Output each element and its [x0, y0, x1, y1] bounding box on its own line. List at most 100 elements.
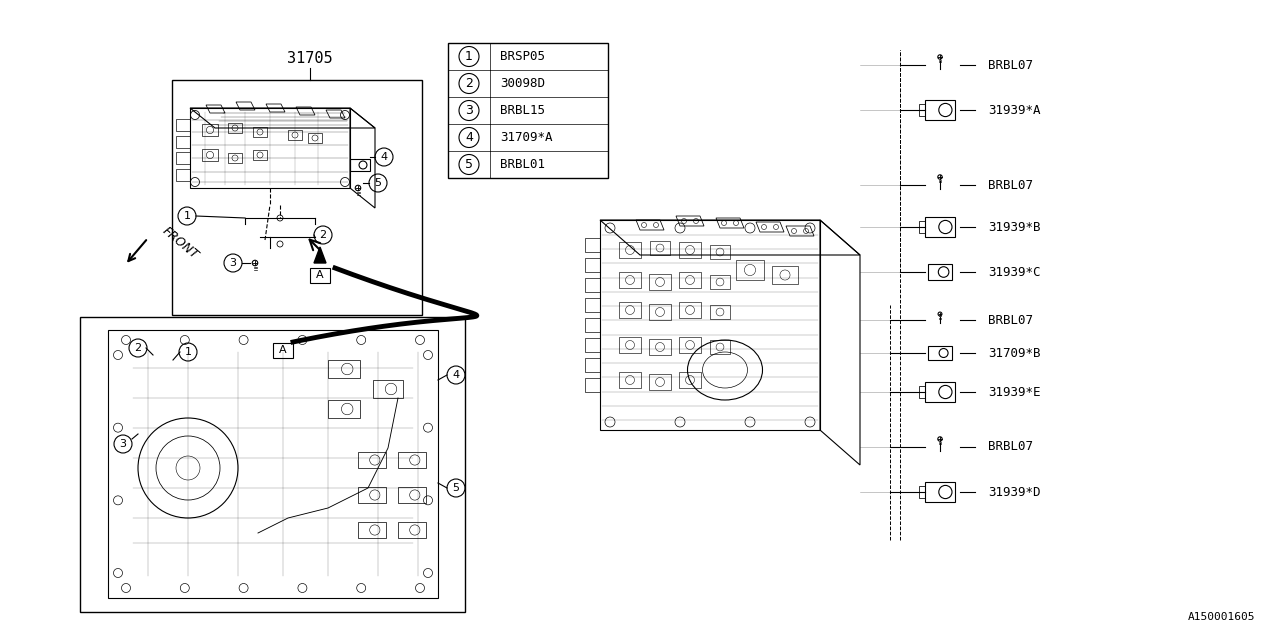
Bar: [710, 275, 730, 289]
Bar: [649, 274, 671, 290]
Bar: [448, 43, 608, 178]
Bar: [919, 486, 925, 498]
Text: 31709*B: 31709*B: [988, 346, 1041, 360]
Bar: [585, 258, 600, 272]
Bar: [585, 338, 600, 352]
Text: 31939*C: 31939*C: [988, 266, 1041, 278]
Bar: [928, 346, 952, 360]
Bar: [678, 337, 701, 353]
Bar: [328, 400, 360, 418]
Bar: [772, 266, 797, 284]
Bar: [189, 108, 349, 188]
Text: 31709*A: 31709*A: [500, 131, 553, 144]
Bar: [919, 221, 925, 233]
Bar: [358, 487, 387, 503]
Text: BRBL07: BRBL07: [988, 314, 1033, 326]
Bar: [649, 339, 671, 355]
Text: 31705: 31705: [287, 51, 333, 65]
Bar: [620, 242, 641, 258]
Bar: [650, 241, 669, 255]
Text: A: A: [316, 270, 324, 280]
Bar: [620, 337, 641, 353]
Bar: [202, 149, 218, 161]
Text: 31939*A: 31939*A: [988, 104, 1041, 116]
Bar: [678, 302, 701, 318]
Bar: [358, 522, 387, 538]
Bar: [228, 153, 242, 163]
Text: 31939*D: 31939*D: [988, 486, 1041, 499]
Bar: [585, 358, 600, 372]
Bar: [177, 119, 189, 131]
Bar: [585, 318, 600, 332]
Text: 1: 1: [183, 211, 191, 221]
Text: BRBL07: BRBL07: [988, 179, 1033, 191]
Bar: [398, 487, 426, 503]
Text: 4: 4: [452, 370, 460, 380]
Bar: [202, 124, 218, 136]
Bar: [177, 136, 189, 148]
Bar: [620, 372, 641, 388]
Bar: [678, 372, 701, 388]
Text: A150001605: A150001605: [1188, 612, 1254, 622]
Bar: [620, 272, 641, 288]
Text: 31939*B: 31939*B: [988, 221, 1041, 234]
Text: 5: 5: [453, 483, 460, 493]
Bar: [308, 133, 323, 143]
Bar: [585, 238, 600, 252]
Bar: [925, 482, 955, 502]
Text: 1: 1: [465, 50, 472, 63]
Bar: [349, 159, 370, 171]
Bar: [273, 343, 293, 358]
Text: 2: 2: [465, 77, 472, 90]
Text: 31939*E: 31939*E: [988, 385, 1041, 399]
Text: 2: 2: [134, 343, 142, 353]
Bar: [81, 317, 465, 612]
Bar: [919, 386, 925, 398]
Bar: [600, 220, 820, 430]
Text: 2: 2: [320, 230, 326, 240]
Bar: [710, 305, 730, 319]
Text: 3: 3: [465, 104, 472, 117]
Bar: [228, 123, 242, 133]
Text: BRBL07: BRBL07: [988, 440, 1033, 454]
Bar: [925, 100, 955, 120]
Bar: [328, 360, 360, 378]
Bar: [288, 130, 302, 140]
Bar: [253, 127, 268, 137]
Bar: [620, 302, 641, 318]
Text: 3: 3: [119, 439, 127, 449]
Bar: [678, 272, 701, 288]
Text: 5: 5: [465, 158, 474, 171]
Text: 30098D: 30098D: [500, 77, 545, 90]
Text: A: A: [279, 345, 287, 355]
Text: 4: 4: [465, 131, 472, 144]
Bar: [177, 152, 189, 164]
Bar: [398, 452, 426, 468]
Bar: [649, 374, 671, 390]
Bar: [585, 298, 600, 312]
Text: 3: 3: [229, 258, 237, 268]
Bar: [585, 378, 600, 392]
Bar: [372, 380, 403, 398]
Text: BRBL01: BRBL01: [500, 158, 545, 171]
Bar: [928, 264, 952, 280]
Bar: [925, 217, 955, 237]
Text: BRBL15: BRBL15: [500, 104, 545, 117]
Bar: [177, 169, 189, 181]
Bar: [398, 522, 426, 538]
Bar: [358, 452, 387, 468]
Text: 4: 4: [380, 152, 388, 162]
Bar: [736, 260, 764, 280]
Bar: [710, 340, 730, 354]
Bar: [919, 104, 925, 116]
Text: 5: 5: [375, 178, 381, 188]
Bar: [253, 150, 268, 160]
Text: BRBL07: BRBL07: [988, 58, 1033, 72]
Text: FRONT: FRONT: [160, 224, 201, 262]
Text: BRSP05: BRSP05: [500, 50, 545, 63]
Bar: [925, 382, 955, 402]
Bar: [108, 330, 438, 598]
Polygon shape: [314, 247, 326, 263]
Text: 1: 1: [184, 347, 192, 357]
Bar: [585, 278, 600, 292]
